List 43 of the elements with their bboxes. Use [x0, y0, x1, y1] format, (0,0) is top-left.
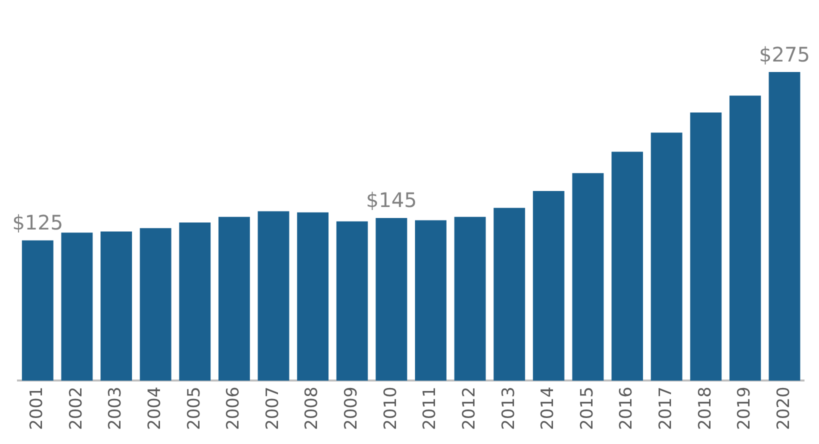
x-tick-label: 2017 [656, 386, 676, 430]
x-tick-label: 2002 [66, 386, 86, 430]
x-tick-label: 2003 [106, 386, 126, 430]
bar [179, 222, 211, 381]
data-label: $125 [12, 210, 64, 235]
x-tick-label: 2013 [498, 386, 519, 430]
x-tick-label: 2015 [577, 386, 598, 430]
x-tick-label: 2012 [459, 386, 480, 430]
bar [22, 240, 54, 381]
x-tick-label: 2005 [184, 386, 204, 430]
x-tick-label: 2009 [342, 386, 362, 430]
bar [494, 208, 526, 381]
x-tick-label: 2011 [420, 386, 440, 430]
bar [218, 216, 250, 381]
bar [454, 216, 486, 381]
x-tick-label: 2018 [695, 386, 716, 430]
bar [532, 191, 564, 381]
x-tick-label: 2006 [224, 386, 244, 430]
bar [729, 96, 761, 381]
x-tick-label: 2014 [538, 386, 558, 430]
bar [258, 211, 290, 381]
bar [612, 152, 643, 381]
bar [140, 228, 172, 381]
bar [376, 218, 408, 381]
x-tick-label: 2010 [380, 386, 401, 430]
bar [650, 132, 682, 381]
bar [690, 112, 722, 381]
bar [415, 220, 446, 381]
bar [297, 212, 329, 381]
bar [100, 231, 132, 381]
bar [572, 173, 604, 381]
x-tick-label: 2016 [616, 386, 637, 430]
bar [768, 72, 800, 381]
x-tick-label: 2004 [145, 386, 165, 430]
data-label: $275 [759, 42, 810, 66]
x-tick-label: 2008 [302, 386, 322, 430]
bar [61, 232, 93, 381]
x-tick-label: 2019 [734, 386, 755, 430]
x-tick-label: 2020 [774, 386, 794, 430]
data-label: $145 [366, 188, 417, 212]
x-tick-label: 2007 [262, 386, 283, 430]
x-tick-label: 2001 [27, 386, 48, 430]
bar [336, 221, 368, 381]
